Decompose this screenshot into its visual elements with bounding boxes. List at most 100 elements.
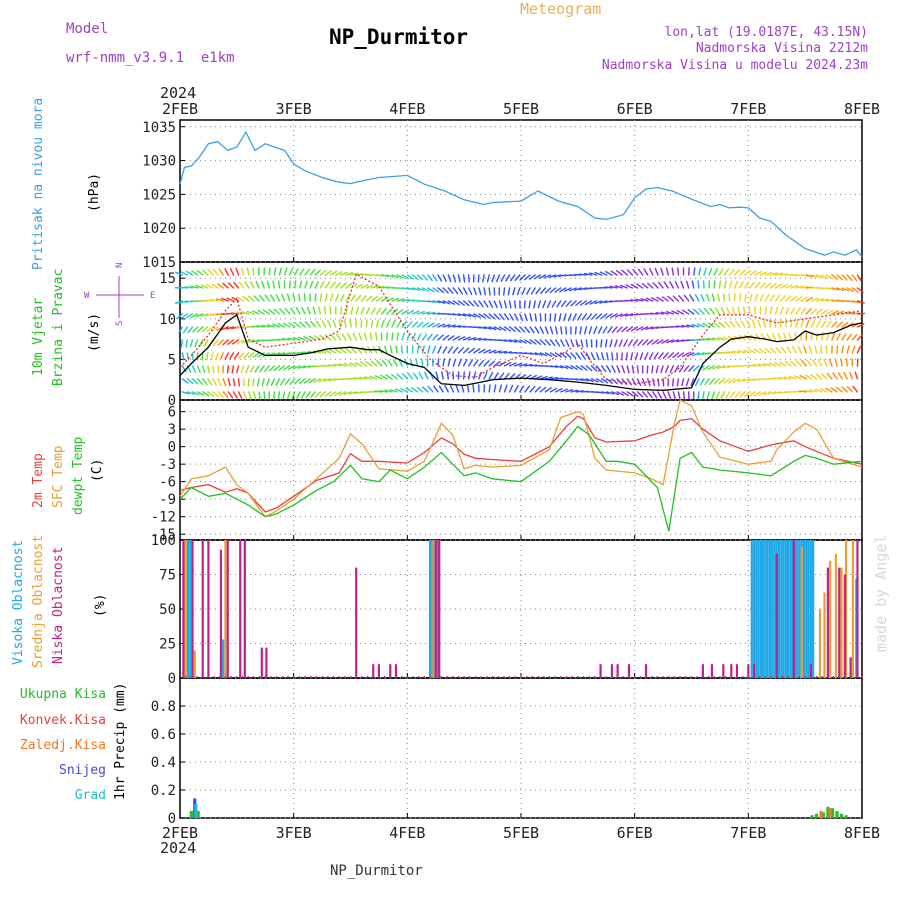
- wind-barb: [519, 339, 527, 344]
- wind-barb: [437, 334, 444, 341]
- x-tick-label-top: 7FEB: [730, 100, 766, 118]
- wind-barb: [473, 287, 477, 296]
- wind-barb: [575, 365, 583, 371]
- wind-barb: [539, 326, 545, 334]
- wind-barb: [401, 320, 408, 328]
- wind-barb: [534, 352, 543, 356]
- wind-barb: [845, 358, 848, 367]
- cloud-zero-mark: [594, 676, 596, 678]
- wind-barb: [676, 378, 680, 387]
- wind-barb: [568, 287, 577, 292]
- wind-barb: [514, 326, 521, 333]
- wind-barb: [462, 287, 468, 295]
- wind-barb: [390, 373, 398, 380]
- wind-barb: [452, 346, 459, 354]
- wind-barb: [815, 332, 819, 341]
- cloud-high_cloud-bar: [766, 540, 769, 678]
- wind-barb: [535, 287, 542, 295]
- wind-barb: [831, 287, 840, 291]
- wind-barb: [244, 281, 250, 289]
- wind-barb: [544, 376, 553, 380]
- cloud-zero-mark: [764, 676, 766, 678]
- wind-barb: [554, 388, 563, 393]
- cloud-zero-mark: [656, 676, 658, 678]
- cloud-zero-mark: [219, 676, 221, 678]
- cloud-zero-mark: [736, 676, 738, 678]
- wind-barb: [442, 300, 451, 305]
- wind-barb: [324, 270, 332, 276]
- wind-barb: [284, 378, 291, 386]
- wind-barb: [634, 352, 639, 361]
- wind-barb: [411, 387, 419, 393]
- precip-freezing_precip-bar: [828, 808, 832, 818]
- wind-barb: [442, 346, 448, 354]
- compass-w-label: W: [84, 291, 90, 301]
- wind-barb: [661, 339, 669, 344]
- wind-barb: [851, 333, 858, 341]
- wind-barb: [754, 270, 762, 276]
- wind-barb: [852, 385, 859, 393]
- wind-barb: [624, 313, 634, 317]
- x-tick-label-top: 3FEB: [276, 100, 312, 118]
- wind-barb: [291, 391, 296, 400]
- cloud-low_cloud-bar: [438, 540, 441, 678]
- wind-barb: [360, 284, 369, 289]
- wind-barb: [384, 345, 388, 354]
- wind-barb: [266, 324, 276, 328]
- wind-barb: [207, 378, 213, 386]
- wind-barb: [718, 321, 726, 328]
- cloud-zero-mark: [628, 676, 630, 678]
- wind-barb: [268, 365, 276, 372]
- cloud-high_cloud-bar: [784, 540, 787, 678]
- cloud-zero-mark: [582, 676, 585, 678]
- wind-barb: [508, 339, 518, 343]
- wind-barb: [707, 365, 715, 371]
- wind-barb: [742, 306, 746, 315]
- cloud-low_cloud-bar: [826, 567, 829, 678]
- wind-barb: [468, 313, 476, 318]
- wind-barb: [363, 332, 368, 341]
- wind-barb: [452, 274, 457, 283]
- precip-y-tick-label: 0.8: [151, 699, 176, 715]
- wind-barb: [222, 282, 230, 289]
- wind-barb: [841, 287, 850, 292]
- wind-barb: [462, 358, 468, 367]
- wind-barb: [641, 391, 649, 398]
- wind-barb: [312, 306, 316, 315]
- pressure-y-tick-label: 1025: [142, 187, 176, 203]
- wind-barb: [437, 300, 446, 304]
- pressure-y-tick-label: 1035: [142, 120, 176, 136]
- wind-barb: [570, 300, 577, 307]
- wind-barb: [452, 313, 461, 316]
- wind-barb: [216, 283, 224, 289]
- wind-barb: [739, 269, 746, 276]
- wind-barb: [754, 281, 761, 289]
- wind-barb: [206, 326, 214, 332]
- wind-barb: [572, 313, 577, 321]
- wind-barb: [519, 363, 528, 367]
- wind-barb: [385, 374, 393, 380]
- cloud-zero-mark: [395, 676, 397, 678]
- wind-barb: [573, 287, 582, 291]
- wind-barb: [478, 348, 486, 354]
- cloud-low_cloud-bar: [710, 664, 714, 678]
- wind-barb: [332, 319, 337, 328]
- wind-barb: [498, 384, 502, 393]
- wind-barb: [626, 269, 634, 276]
- wind-barb: [696, 352, 705, 356]
- wind-barb: [421, 274, 429, 281]
- wind-barb: [682, 309, 690, 315]
- wind-barb: [200, 313, 209, 317]
- wind-barb: [498, 313, 505, 321]
- wind-barb: [483, 360, 490, 367]
- wind-barb: [759, 293, 764, 302]
- wind-barb: [611, 391, 620, 396]
- wind-barb: [624, 299, 634, 302]
- cloud-zero-mark: [378, 676, 380, 678]
- wind-barb: [588, 326, 593, 335]
- wind-barb: [650, 312, 659, 315]
- wind-barb: [683, 294, 690, 302]
- wind-barb: [647, 378, 651, 387]
- wind-barb: [381, 286, 390, 289]
- wind-barb: [370, 307, 376, 315]
